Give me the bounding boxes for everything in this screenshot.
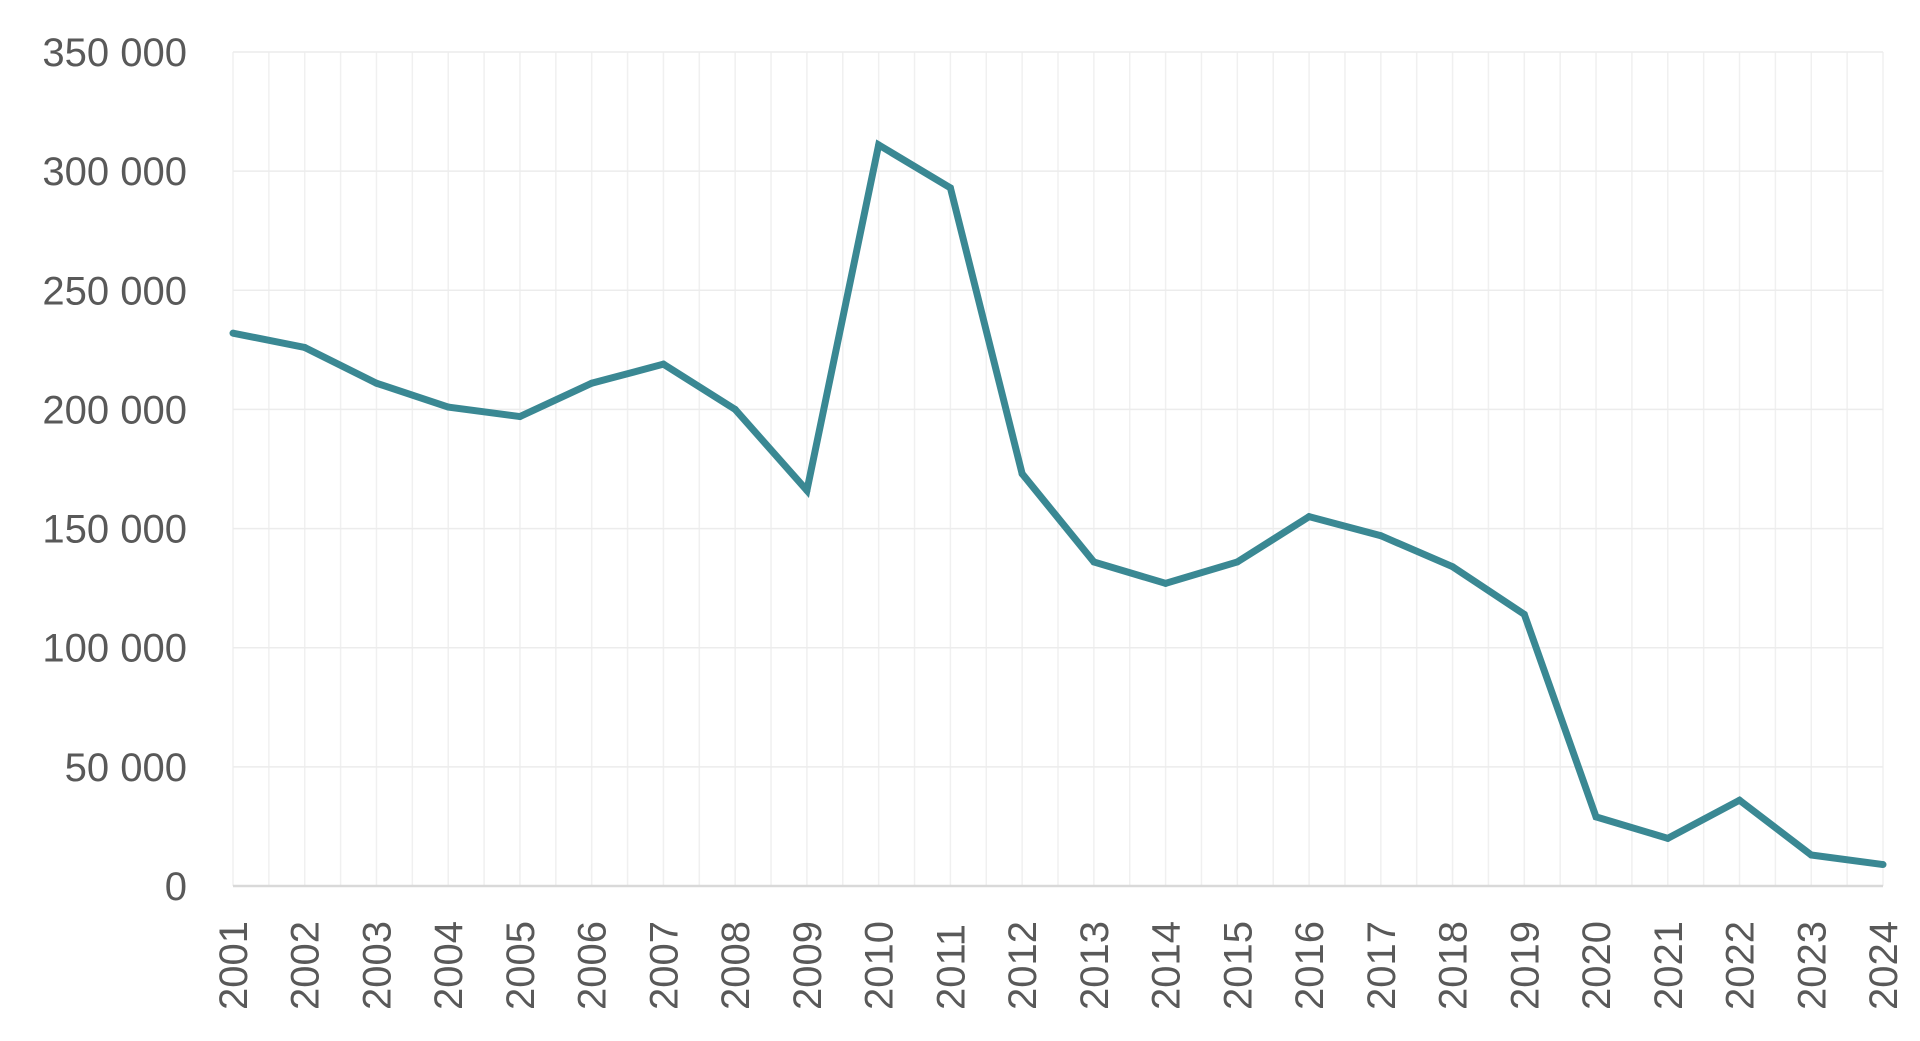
- y-tick-label: 300 000: [42, 150, 187, 194]
- x-tick-label: 2007: [642, 921, 686, 1010]
- y-tick-label: 0: [165, 865, 187, 909]
- data-point: [444, 403, 452, 411]
- x-tick-label: 2019: [1503, 921, 1547, 1010]
- y-tick-label: 350 000: [42, 31, 187, 75]
- data-point: [875, 141, 883, 149]
- vertical-gridlines: [232, 52, 1884, 886]
- data-point: [1018, 470, 1026, 478]
- data-point: [1520, 610, 1528, 618]
- data-point: [1592, 813, 1600, 821]
- x-tick-label: 2022: [1719, 921, 1763, 1010]
- data-point: [1736, 796, 1744, 804]
- data-point: [1162, 579, 1170, 587]
- x-tick-label: 2004: [427, 921, 471, 1010]
- data-point: [1879, 861, 1887, 869]
- x-tick-label: 2005: [499, 921, 543, 1010]
- data-point: [946, 184, 954, 192]
- x-tick-label: 2017: [1360, 921, 1404, 1010]
- data-point: [1090, 558, 1098, 566]
- x-tick-label: 2020: [1575, 921, 1619, 1010]
- x-tick-label: 2010: [858, 921, 902, 1010]
- data-point: [1664, 834, 1672, 842]
- y-tick-label: 200 000: [42, 388, 187, 432]
- data-point: [516, 413, 524, 421]
- data-point: [1233, 558, 1241, 566]
- y-tick-label: 250 000: [42, 269, 187, 313]
- series-group: [229, 139, 1887, 869]
- x-tick-label: 2014: [1145, 921, 1189, 1010]
- data-point: [229, 329, 237, 337]
- data-point: [301, 343, 309, 351]
- x-axis-tick-labels: 2001 2002 2003 2004 2005 2006 2007 2008 2009 2010…: [212, 921, 1906, 1010]
- data-point: [588, 379, 596, 387]
- y-axis-tick-labels: 0 50 000 100 000 150 000 200 000 250 000 300 0…: [42, 31, 187, 909]
- data-point: [1807, 851, 1815, 859]
- x-tick-label: 2024: [1862, 921, 1906, 1010]
- y-tick-label: 150 000: [42, 508, 187, 552]
- x-tick-label: 2003: [355, 921, 399, 1010]
- y-tick-label: 100 000: [42, 627, 187, 671]
- y-tick-label: 50 000: [65, 746, 187, 790]
- data-point: [372, 379, 380, 387]
- series-line: [232, 139, 1884, 869]
- x-tick-label: 2011: [929, 924, 973, 1010]
- x-tick-label: 2021: [1647, 921, 1691, 1010]
- data-point: [731, 405, 739, 413]
- x-tick-label: 2013: [1073, 921, 1117, 1010]
- data-point: [1449, 563, 1457, 571]
- x-tick-label: 2009: [786, 921, 830, 1010]
- horizontal-gridlines: [233, 51, 1883, 768]
- x-tick-label: 2012: [1001, 921, 1045, 1010]
- data-point: [659, 360, 667, 368]
- x-tick-label: 2008: [714, 921, 758, 1010]
- x-tick-label: 2015: [1216, 921, 1260, 1010]
- x-tick-label: 2001: [212, 921, 256, 1010]
- x-tick-label: 2016: [1288, 921, 1332, 1010]
- x-tick-label: 2006: [571, 921, 615, 1010]
- data-point: [803, 486, 811, 494]
- x-tick-label: 2018: [1432, 921, 1476, 1010]
- x-tick-label: 2002: [284, 921, 328, 1010]
- data-point: [1377, 532, 1385, 540]
- data-point: [1305, 513, 1313, 521]
- x-tick-label: 2023: [1790, 921, 1834, 1010]
